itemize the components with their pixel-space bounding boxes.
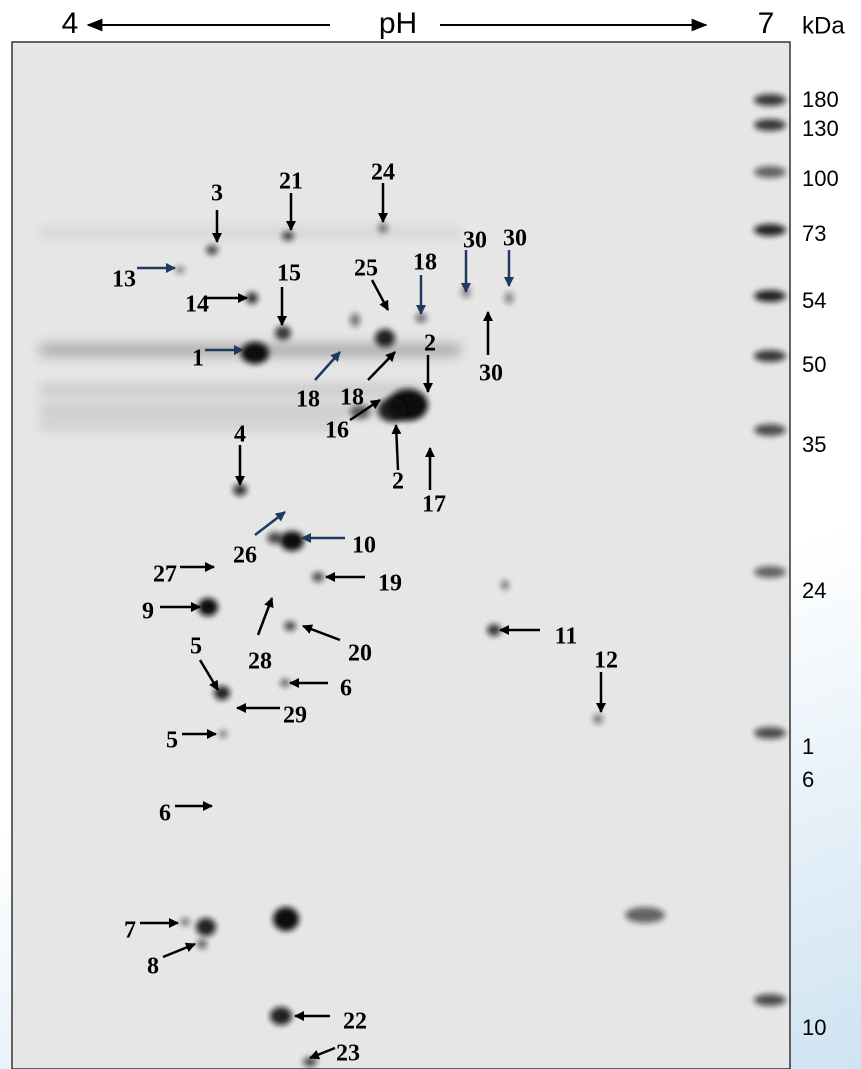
spot-label: 5 [166, 728, 178, 754]
spot [284, 621, 296, 631]
spot-label: 8 [147, 954, 159, 980]
marker-band [754, 566, 786, 578]
gel [12, 42, 790, 1069]
spot [378, 398, 406, 422]
spot-label: 2 [424, 331, 436, 357]
spot-label: 2 [392, 469, 404, 495]
gel-figure: 4 pH 7 kDa 18013010073545035241610321243… [0, 0, 861, 1069]
spot-label: 12 [594, 648, 618, 674]
spot-label: 18 [413, 250, 437, 276]
spot [206, 245, 218, 255]
spot [280, 531, 304, 551]
spot-label: 29 [283, 703, 307, 729]
marker-label: 54 [802, 288, 826, 313]
spot-label: 10 [352, 533, 376, 559]
spot-label: 24 [371, 160, 395, 186]
marker-label: 100 [802, 166, 839, 191]
spot-label: 6 [159, 801, 171, 827]
spot-label: 14 [185, 292, 209, 318]
marker-label: 1 [802, 734, 814, 759]
spot-label: 26 [233, 543, 257, 569]
spot [241, 342, 269, 364]
spot-label: 28 [248, 649, 272, 675]
marker-band [754, 994, 786, 1006]
marker-label: 35 [802, 432, 826, 457]
marker-label: 6 [802, 767, 814, 792]
spot-label: 1 [192, 346, 204, 372]
ph-high: 7 [758, 7, 775, 40]
spot [246, 292, 258, 304]
marker-band [754, 94, 786, 106]
spot [375, 329, 395, 347]
spot [501, 580, 509, 590]
ph-low: 4 [62, 7, 79, 40]
spot [275, 326, 291, 340]
spot-label: 20 [348, 641, 372, 667]
spot [350, 313, 360, 327]
spot-label: 27 [153, 562, 177, 588]
spot [504, 292, 514, 304]
streak [40, 421, 340, 429]
spot [273, 907, 299, 931]
marker-band [754, 424, 786, 436]
spot-label: 18 [340, 385, 364, 411]
spot [197, 939, 207, 949]
spot [280, 679, 290, 687]
spot-label: 6 [340, 676, 352, 702]
spot-label: 15 [277, 261, 301, 287]
spot-label: 5 [190, 634, 202, 660]
spot [219, 730, 227, 738]
spot-label: 18 [296, 387, 320, 413]
marker-label: 10 [802, 1015, 826, 1040]
spot [196, 918, 216, 936]
spot-label: 16 [325, 418, 349, 444]
marker-band [754, 119, 786, 131]
spot-label: 23 [336, 1041, 360, 1067]
spot-label: 19 [378, 571, 402, 597]
streak [40, 229, 460, 237]
spot [198, 598, 218, 616]
spot-label: 11 [555, 624, 578, 650]
spot [175, 266, 185, 274]
marker-band [754, 224, 786, 236]
marker-label: 50 [802, 352, 826, 377]
spot [487, 624, 501, 636]
spot [180, 918, 190, 926]
spot-label: 7 [124, 918, 136, 944]
spot [303, 1057, 317, 1067]
marker-band [754, 290, 786, 302]
spot [312, 572, 324, 582]
spot-label: 3 [211, 181, 223, 207]
spot-label: 22 [343, 1009, 367, 1035]
marker-label: 73 [802, 221, 826, 246]
spot [282, 231, 294, 241]
spot [270, 1007, 292, 1025]
spot-label: 30 [463, 228, 487, 254]
unit: kDa [802, 12, 845, 39]
marker-label: 130 [802, 116, 839, 141]
spot-label: 30 [503, 226, 527, 252]
marker-band [754, 727, 786, 739]
spot-label: 13 [112, 267, 136, 293]
spot [593, 714, 603, 724]
spot [267, 532, 283, 544]
spot-label: 25 [354, 256, 378, 282]
marker-label: 180 [802, 87, 839, 112]
spot-label: 21 [279, 169, 303, 195]
spot-label: 30 [479, 361, 503, 387]
spot [378, 223, 388, 233]
marker-label: 24 [802, 578, 826, 603]
spot [415, 313, 427, 323]
marker-band [754, 350, 786, 362]
spot [233, 484, 247, 496]
spot-label: 17 [422, 492, 446, 518]
spot-label: 4 [234, 422, 246, 448]
spot [625, 907, 665, 923]
ph-title: pH [379, 7, 417, 40]
marker-band [754, 166, 786, 178]
spot-label: 9 [142, 599, 154, 625]
